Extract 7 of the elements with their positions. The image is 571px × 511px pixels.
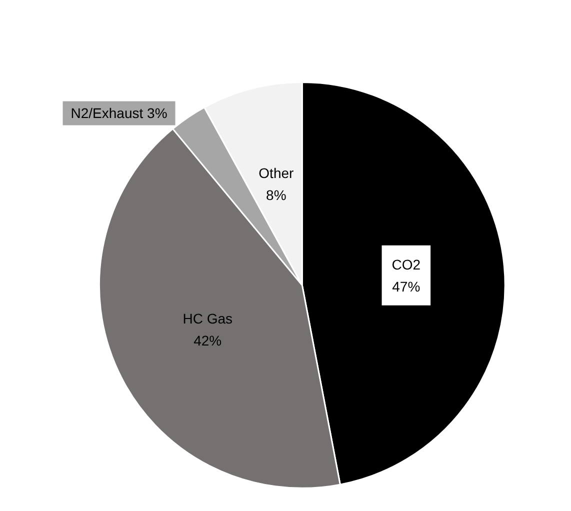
slice-label: HC Gas bbox=[182, 310, 233, 327]
slice-label: CO2 bbox=[392, 256, 421, 272]
data-label: 47% bbox=[392, 278, 420, 294]
slice-label: N2/Exhaust 3% bbox=[70, 105, 168, 122]
slice-label: Other bbox=[258, 165, 294, 182]
data-label: 42% bbox=[194, 332, 222, 349]
data-label: 8% bbox=[266, 187, 286, 204]
